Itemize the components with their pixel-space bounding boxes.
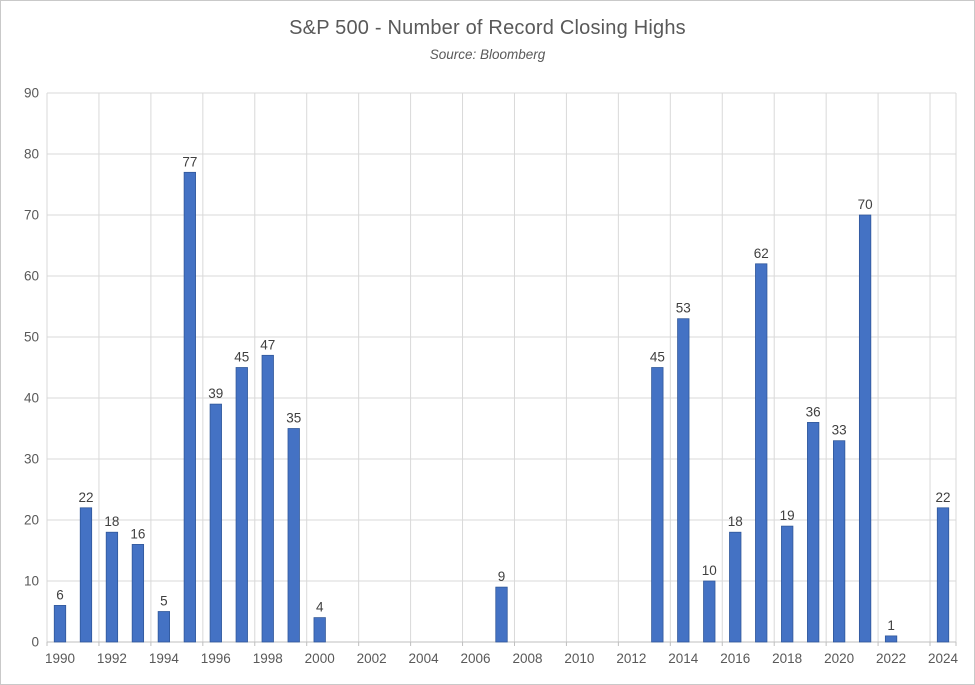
bar-2015 [703, 580, 716, 643]
value-label-2007: 9 [498, 569, 506, 584]
bar-1990 [53, 605, 67, 643]
value-label-1993: 16 [130, 526, 145, 541]
y-tick-label: 30 [24, 452, 39, 467]
bar-2020 [833, 440, 846, 643]
bar-2021 [858, 214, 872, 643]
value-label-2014: 53 [676, 301, 691, 316]
x-tick-label: 2002 [357, 651, 387, 666]
value-label-1990: 6 [56, 587, 64, 602]
y-tick-label: 50 [24, 330, 39, 345]
value-label-2024: 22 [935, 490, 950, 505]
bar-1991 [79, 507, 93, 643]
y-tick-label: 0 [31, 635, 39, 650]
x-tick-label: 2018 [772, 651, 802, 666]
bar-1992 [105, 531, 119, 643]
value-label-2021: 70 [858, 197, 873, 212]
x-tick-label: 1990 [45, 651, 75, 666]
x-tick-label: 2022 [876, 651, 906, 666]
x-tick-label: 1998 [253, 651, 283, 666]
bar-2013 [651, 367, 664, 643]
value-label-2016: 18 [728, 514, 743, 529]
x-tick-label: 2008 [512, 651, 542, 666]
bar-2017 [755, 263, 768, 643]
x-tick-label: 2000 [305, 651, 335, 666]
x-tick-label: 2004 [409, 651, 440, 666]
value-label-2017: 62 [754, 246, 769, 261]
value-label-2020: 33 [832, 423, 847, 438]
bar-1999 [287, 428, 300, 643]
value-label-1995: 77 [182, 154, 197, 169]
y-tick-label: 70 [24, 208, 39, 223]
bar-2007 [495, 586, 508, 643]
value-label-2018: 19 [780, 508, 795, 523]
value-label-1997: 45 [234, 350, 249, 365]
x-tick-label: 2006 [461, 651, 491, 666]
value-label-1996: 39 [208, 386, 223, 401]
x-tick-label: 2020 [824, 651, 854, 666]
x-tick-label: 1994 [149, 651, 180, 666]
bar-2022 [884, 635, 898, 643]
value-label-1994: 5 [160, 594, 168, 609]
value-label-2019: 36 [806, 404, 821, 419]
bar-1997 [235, 367, 248, 643]
value-label-1991: 22 [78, 490, 93, 505]
value-label-2013: 45 [650, 350, 665, 365]
x-tick-label: 1996 [201, 651, 231, 666]
x-tick-label: 2014 [668, 651, 699, 666]
bar-2000 [313, 617, 326, 643]
bar-2014 [677, 318, 690, 643]
x-tick-label: 2024 [928, 651, 959, 666]
x-tick-label: 2012 [616, 651, 646, 666]
value-label-1992: 18 [104, 514, 119, 529]
bar-2024 [936, 507, 950, 643]
bar-1995 [183, 171, 196, 643]
y-tick-label: 10 [24, 574, 39, 589]
value-label-2015: 10 [702, 563, 717, 578]
bar-1996 [209, 403, 222, 643]
value-label-2000: 4 [316, 600, 324, 615]
bar-2019 [807, 422, 820, 643]
bar-2016 [729, 531, 742, 643]
y-tick-label: 80 [24, 147, 39, 162]
chart-subtitle: Source: Bloomberg [429, 47, 546, 62]
x-tick-label: 2010 [564, 651, 594, 666]
x-tick-label: 1992 [97, 651, 127, 666]
value-label-1999: 35 [286, 411, 301, 426]
bar-1994 [157, 611, 170, 643]
x-tick-label: 2016 [720, 651, 750, 666]
y-tick-label: 40 [24, 391, 39, 406]
bar-2018 [781, 525, 794, 643]
y-tick-label: 90 [24, 86, 39, 101]
value-label-1998: 47 [260, 337, 275, 352]
bar-1998 [261, 354, 274, 643]
y-tick-label: 20 [24, 513, 39, 528]
value-label-2022: 1 [887, 618, 895, 633]
chart-title: S&P 500 - Number of Record Closing Highs [289, 17, 686, 39]
y-tick-label: 60 [24, 269, 39, 284]
bar-1993 [131, 544, 145, 643]
